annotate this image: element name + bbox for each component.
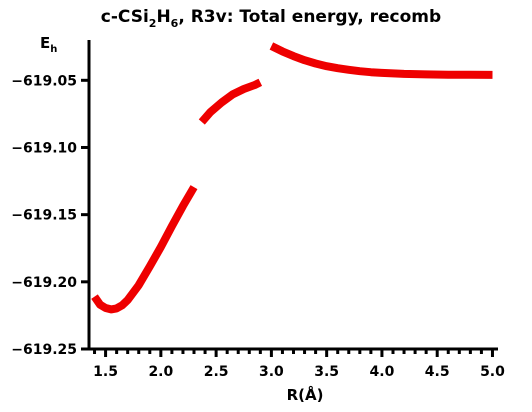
x-tick-label: 4.0: [370, 364, 395, 380]
y-tick-label: −619.10: [11, 140, 77, 156]
plot-area: [91, 42, 493, 314]
x-tick-label: 2.5: [204, 364, 229, 380]
title-sub-2: 2: [149, 17, 157, 30]
energy-curve-segment: [198, 78, 263, 125]
title-sub-6: 6: [171, 17, 179, 30]
y-tick-label: −619.25: [11, 342, 77, 358]
x-tick-label: 2.0: [148, 364, 173, 380]
title-part-rest: , R3v: Total energy, recomb: [178, 7, 441, 27]
y-tick-label: −619.05: [11, 73, 77, 89]
energy-curve-segment: [269, 42, 493, 79]
x-tick-label: 3.5: [314, 364, 339, 380]
x-tick-label: 4.5: [425, 364, 450, 380]
y-tick-label: −619.15: [11, 208, 77, 224]
y-axis-label-sub: h: [50, 44, 57, 55]
chart-title: c-CSi2H6, R3v: Total energy, recomb: [101, 7, 441, 30]
x-axis-label: R(Å): [287, 385, 324, 404]
x-tick-label: 3.0: [259, 364, 284, 380]
x-tick-label: 1.5: [93, 364, 118, 380]
energy-curve-segment: [91, 185, 198, 314]
y-axis-label: Eh: [40, 34, 57, 55]
x-tick-label: 5.0: [480, 364, 505, 380]
y-tick-label: −619.20: [11, 275, 77, 291]
y-axis-label-main: E: [40, 34, 50, 52]
title-part-a: c-CSi: [101, 7, 149, 27]
axes: −619.25 −619.20 −619.15 −619.10 −619.05 1.5 2.…: [11, 40, 505, 380]
title-part-h: H: [156, 7, 170, 27]
